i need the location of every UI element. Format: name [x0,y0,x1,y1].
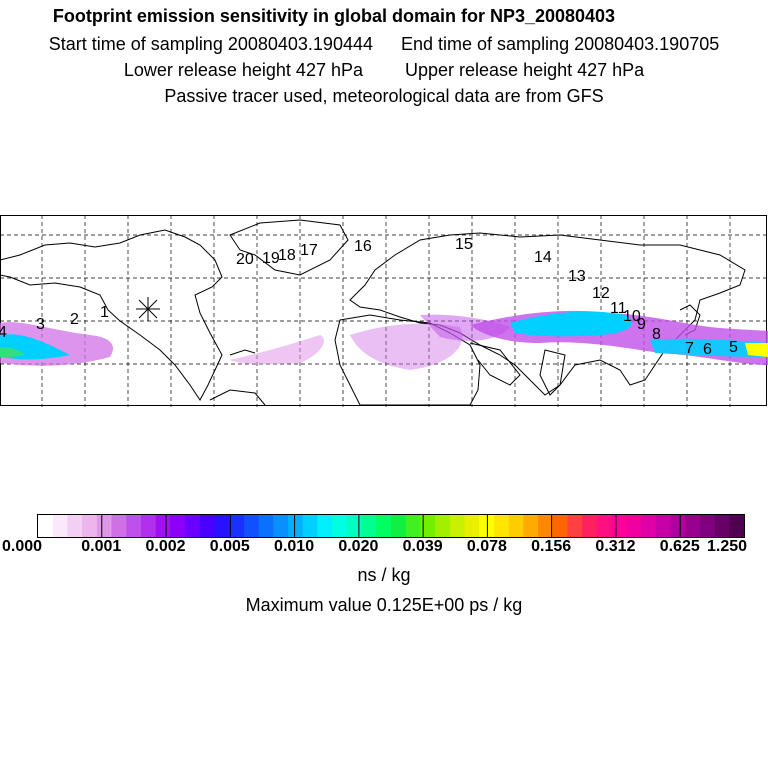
colorbar-swatch [96,515,112,537]
colorbar-tick-label: 0.010 [274,538,315,555]
colorbar-tick-label: 0.002 [145,538,186,555]
colorbar-tick-label: 0.000 [1,538,43,555]
trajectory-label: 10 [623,308,641,325]
upper-release-height: Upper release height 427 hPa [405,60,645,80]
release-heights: Lower release height 427 hPa Upper releas… [0,60,768,80]
colorbar-swatch [214,515,230,537]
start-sampling: Start time of sampling 20080403.190444 [48,34,373,54]
colorbar-swatch [508,515,524,537]
colorbar-swatch [626,515,642,537]
colorbar-swatch [435,515,451,537]
trajectory-label: 5 [729,339,738,356]
colorbar-swatch [302,515,318,537]
lower-release-height: Lower release height 427 hPa [123,60,363,80]
colorbar-swatch [199,515,215,537]
colorbar-tick-labels: 0.000 0.001 0.002 0.005 0.010 0.020 0.039 0.078… [0,538,768,558]
trajectory-label: 16 [354,238,372,255]
colorbar-swatch [229,515,245,537]
colorbar-swatch [655,515,671,537]
colorbar-swatch [317,515,333,537]
colorbar-swatch [464,515,480,537]
trajectory-label: 2 [70,311,79,328]
trajectory-label: 4 [0,324,7,341]
colorbar-tick-label: 0.625 [659,538,700,555]
asterisk-icon [136,297,160,321]
colorbar-swatch [376,515,392,537]
sampling-times: Start time of sampling 20080403.190444 En… [0,34,768,54]
colorbar-swatch [126,515,142,537]
colorbar-swatch [82,515,98,537]
colorbar-swatch [288,515,304,537]
colorbar-swatch [582,515,598,537]
colorbar-swatch [243,515,260,537]
colorbar-swatch [552,515,568,537]
colorbar-swatch [391,515,407,537]
colorbar-swatch [140,515,157,537]
trajectory-label: 9 [637,316,646,333]
colorbar-swatch [596,515,613,537]
colorbar-tick-label: 0.312 [595,538,636,555]
colorbar-swatch [405,515,421,537]
colorbar-swatch [170,515,186,537]
colorbar-swatch [611,515,627,537]
colorbar-swatch [670,515,686,537]
trajectory-label: 3 [36,316,45,333]
trajectory-label: 17 [300,242,318,259]
trajectory-label: 14 [534,249,552,266]
tracer-note: Passive tracer used, meteorological data… [164,86,604,106]
colorbar-swatch [685,515,701,537]
emission-sensitivity-plume [0,310,768,370]
colorbar-swatch [493,515,510,537]
colorbar-tick-label: 0.039 [402,538,443,555]
colorbar-swatch [714,515,730,537]
trajectory-label: 7 [685,340,694,357]
maximum-value: Maximum value 0.125E+00 ps / kg [245,595,523,615]
colorbar-tick-label: 1.250 [706,538,748,555]
colorbar-tick-label: 0.005 [209,538,250,555]
colorbar-swatch [273,515,289,537]
colorbar-swatch [258,515,274,537]
colorbar-tick-label: 0.001 [81,538,122,555]
end-sampling: End time of sampling 20080403.190705 [401,34,720,54]
colorbar-swatch [699,515,715,537]
colorbar-swatch [346,515,362,537]
colorbar-swatch [332,515,348,537]
colorbar-swatch [111,515,127,537]
trajectory-label: 1 [100,304,109,321]
colorbar-swatch [185,515,201,537]
trajectory-label: 12 [592,285,610,302]
trajectory-label: 19 [262,250,280,267]
trajectory-label: 13 [568,268,586,285]
colorbar-swatch [361,515,377,537]
trajectory-label: 11 [610,300,627,317]
colorbar-frame [37,514,745,538]
colorbar [37,514,745,538]
colorbar-swatch [538,515,554,537]
colorbar-swatch [38,515,54,537]
colorbar-swatch [523,515,539,537]
trajectory-label: 20 [236,251,254,268]
colorbar-swatch [567,515,583,537]
colorbar-swatch [67,515,83,537]
colorbar-swatch [641,515,657,537]
trajectory-label: 8 [652,326,661,343]
colorbar-tick-label: 0.020 [338,538,379,555]
page-title: Footprint emission sensitivity in global… [52,6,616,26]
colorbar-units: ns / kg [357,565,411,585]
colorbar-swatch [155,515,171,537]
colorbar-swatch [449,515,465,537]
trajectory-label: 15 [455,236,473,253]
colorbar-swatch [479,515,495,537]
colorbar-swatch [729,515,745,537]
colorbar-swatch [420,515,436,537]
trajectory-label: 6 [703,341,712,358]
trajectory-label: 18 [278,247,296,264]
map-frame [0,215,767,406]
colorbar-tick-label: 0.078 [466,538,507,555]
colorbar-swatch [52,515,68,537]
colorbar-tick-label: 0.156 [531,538,572,555]
